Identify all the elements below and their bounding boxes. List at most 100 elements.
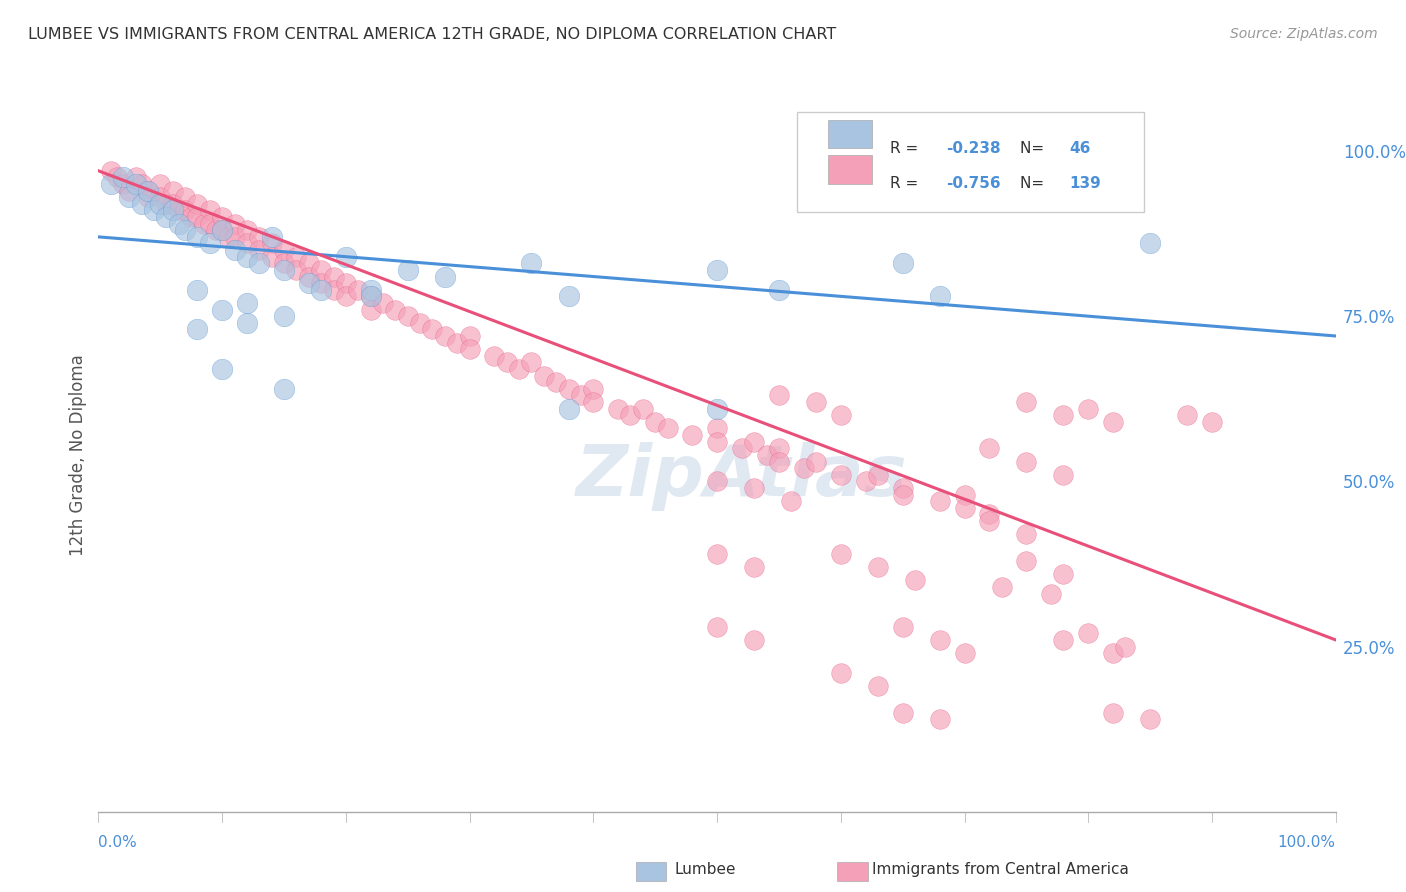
Point xyxy=(706,421,728,435)
Point xyxy=(520,256,543,270)
Point xyxy=(804,395,827,409)
Point xyxy=(433,329,456,343)
Text: Lumbee: Lumbee xyxy=(675,863,737,877)
Point xyxy=(755,448,778,462)
Point xyxy=(162,203,184,218)
Point xyxy=(557,289,579,303)
Point xyxy=(112,177,135,191)
Text: R =: R = xyxy=(890,141,924,155)
Point xyxy=(1052,566,1074,581)
Point xyxy=(979,514,1001,528)
Point xyxy=(508,362,530,376)
Point xyxy=(1175,409,1198,423)
Point xyxy=(273,256,295,270)
Text: ZipAtlas: ZipAtlas xyxy=(576,442,908,511)
Point xyxy=(149,190,172,204)
Point xyxy=(273,382,295,396)
Point xyxy=(433,269,456,284)
Point xyxy=(830,467,852,482)
Point xyxy=(174,203,197,218)
Point xyxy=(260,236,283,251)
Point xyxy=(247,230,270,244)
Point xyxy=(260,230,283,244)
Point xyxy=(298,256,321,270)
Point xyxy=(780,494,803,508)
Point xyxy=(953,646,976,660)
Point xyxy=(830,409,852,423)
Point xyxy=(742,560,765,574)
Point xyxy=(360,289,382,303)
Point xyxy=(155,197,177,211)
Point xyxy=(124,170,146,185)
Point xyxy=(706,620,728,634)
Point xyxy=(162,197,184,211)
Point xyxy=(1102,706,1125,720)
Point xyxy=(198,236,221,251)
Text: 100.0%: 100.0% xyxy=(1278,836,1336,850)
Point xyxy=(533,368,555,383)
Point xyxy=(236,236,259,251)
Point xyxy=(979,508,1001,522)
Point xyxy=(211,210,233,224)
Point xyxy=(1139,236,1161,251)
Point xyxy=(236,250,259,264)
Point xyxy=(1015,527,1038,541)
Point xyxy=(855,475,877,489)
Point xyxy=(1077,626,1099,640)
Point xyxy=(335,250,357,264)
Text: LUMBEE VS IMMIGRANTS FROM CENTRAL AMERICA 12TH GRADE, NO DIPLOMA CORRELATION CHA: LUMBEE VS IMMIGRANTS FROM CENTRAL AMERIC… xyxy=(28,27,837,42)
Point xyxy=(1114,640,1136,654)
Point xyxy=(706,263,728,277)
Point xyxy=(260,250,283,264)
Point xyxy=(768,454,790,468)
Point xyxy=(495,355,517,369)
Point xyxy=(298,276,321,290)
Point xyxy=(891,481,914,495)
Point xyxy=(607,401,630,416)
Point xyxy=(706,547,728,561)
Point xyxy=(335,276,357,290)
Point xyxy=(904,574,927,588)
Point xyxy=(273,243,295,257)
Point xyxy=(706,434,728,449)
Point xyxy=(928,289,950,303)
Point xyxy=(193,217,215,231)
Point xyxy=(100,163,122,178)
Point xyxy=(384,302,406,317)
FancyBboxPatch shape xyxy=(797,112,1144,212)
Point xyxy=(731,442,754,456)
Point xyxy=(124,177,146,191)
Point xyxy=(224,243,246,257)
Point xyxy=(236,316,259,330)
Point xyxy=(706,401,728,416)
Point xyxy=(1015,454,1038,468)
Point xyxy=(1015,395,1038,409)
Point xyxy=(1201,415,1223,429)
Point xyxy=(309,263,332,277)
Point xyxy=(174,223,197,237)
Point xyxy=(631,401,654,416)
Point xyxy=(546,376,568,390)
Point xyxy=(143,203,166,218)
Point xyxy=(136,184,159,198)
Point xyxy=(236,223,259,237)
Point xyxy=(285,263,308,277)
Point xyxy=(1102,177,1125,191)
Point xyxy=(928,632,950,647)
Point xyxy=(928,494,950,508)
Point xyxy=(866,560,889,574)
Point xyxy=(1139,712,1161,726)
Point xyxy=(105,170,128,185)
Point xyxy=(118,184,141,198)
Point xyxy=(211,302,233,317)
Point xyxy=(131,177,153,191)
Point xyxy=(557,382,579,396)
Point xyxy=(446,335,468,350)
FancyBboxPatch shape xyxy=(828,120,872,148)
Point xyxy=(458,342,481,356)
Point xyxy=(409,316,432,330)
Point xyxy=(224,217,246,231)
Y-axis label: 12th Grade, No Diploma: 12th Grade, No Diploma xyxy=(69,354,87,556)
Point xyxy=(1015,554,1038,568)
Point xyxy=(681,428,703,442)
